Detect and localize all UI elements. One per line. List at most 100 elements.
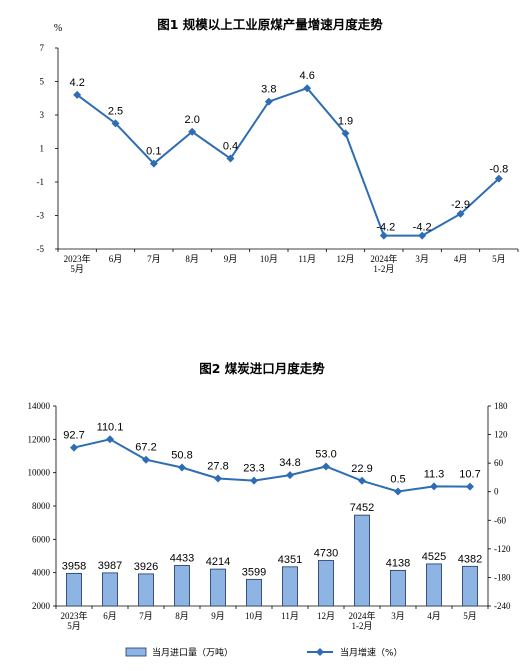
chart-2-growth-label: 10.7 — [459, 469, 480, 481]
chart-1-y-tick-label: 5 — [40, 77, 45, 87]
chart-1-y-tick-label: 7 — [40, 43, 45, 53]
chart-2-growth-point — [178, 463, 186, 472]
chart-1-y-tick-label: -5 — [37, 244, 45, 254]
chart-2-growth-label: 50.8 — [171, 450, 192, 462]
legend-bar-swatch — [125, 647, 147, 657]
chart-2-growth-point — [466, 482, 474, 491]
chart-2-bar-label: 4138 — [386, 557, 410, 569]
chart-1-x-tick-label: 1-2月 — [373, 264, 394, 274]
chart-2-growth-label: 22.9 — [351, 463, 372, 475]
chart-1-title: 图1 规模以上工业原煤产量增速月度走势 — [157, 17, 383, 32]
legend-bar-label: 当月进口量（万吨） — [152, 647, 233, 659]
chart-1-x-tick-label: 9月 — [224, 254, 238, 264]
chart-2-left-tick-label: 12000 — [28, 434, 51, 444]
chart-1: 图1 规模以上工业原煤产量增速月度走势 % 7531-1-3-52023年5月6… — [37, 17, 519, 274]
chart-1-x-tick-label: 3月 — [415, 254, 429, 264]
chart-2-right-tick-label: -120 — [494, 544, 511, 554]
chart-2-bar — [282, 566, 298, 607]
chart-2-left-tick-label: 14000 — [28, 401, 51, 411]
chart-2-bar-label: 4433 — [170, 552, 194, 564]
chart-2-growth-point — [70, 443, 78, 452]
chart-2-x-tick-label: 10月 — [245, 611, 263, 621]
chart-2-growth-point — [214, 474, 222, 483]
chart-1-data-point — [303, 84, 312, 93]
legend-line-label: 当月增速（%） — [340, 647, 403, 659]
chart-2-bar — [210, 568, 226, 607]
chart-1-x-tick-label: 7月 — [147, 254, 161, 264]
chart-2-growth-label: 27.8 — [207, 460, 228, 472]
chart-2-bar-label: 3599 — [242, 566, 266, 578]
chart-2-bar-label: 4730 — [314, 548, 338, 560]
chart-1-data-label: -2.9 — [451, 199, 470, 211]
chart-2-bar-label: 3987 — [98, 560, 122, 572]
chart-1-x-tick-label: 10月 — [260, 254, 278, 264]
chart-2-bar — [390, 569, 406, 607]
chart-2-growth-label: 67.2 — [135, 442, 156, 454]
chart-2-bar — [426, 563, 442, 607]
chart-1-x-tick-label: 2023年 — [64, 253, 91, 264]
chart-1-y-tick-label: 3 — [40, 110, 45, 120]
chart-2-right-tick-label: 60 — [494, 458, 504, 468]
chart-1-x-tick-label: 6月 — [109, 254, 123, 264]
chart-2-growth-label: 11.3 — [424, 468, 445, 480]
chart-2-bar-label: 4382 — [458, 553, 482, 565]
chart-2: 图2 煤炭进口月度走势 14000 12000 10000 8000 6000 4000 2… — [28, 361, 511, 659]
chart-2-bar-label: 4351 — [278, 554, 302, 566]
chart-1-data-point — [73, 90, 82, 99]
chart-1-data-label: -4.2 — [376, 222, 395, 234]
chart-2-x-tick-label: 11月 — [281, 611, 299, 621]
chart-2-growth-label: 110.1 — [97, 421, 124, 433]
chart-1-y-tick-label: 1 — [40, 144, 45, 154]
chart-2-growth-point — [358, 476, 366, 485]
legend-line-marker — [316, 648, 324, 656]
chart-1-data-label: 1.9 — [338, 115, 353, 127]
chart-1-y-tick-label: -1 — [37, 177, 45, 187]
chart-2-growth-label: 53.0 — [315, 448, 336, 460]
chart-2-bar — [318, 560, 334, 607]
chart-2-left-tick-label: 10000 — [28, 468, 51, 478]
chart-1-x-tick-label: 5月 — [70, 264, 84, 274]
chart-2-right-tick-label: 120 — [494, 430, 508, 440]
chart-2-growth-label: 0.5 — [390, 473, 405, 485]
chart-2-right-tick-label: -240 — [494, 601, 511, 611]
chart-2-bar — [354, 514, 370, 607]
chart-2-right-tick-label: -180 — [494, 572, 511, 582]
chart-2-growth-label: 92.7 — [63, 430, 84, 442]
chart-2-x-tick-label: 2023年 — [60, 610, 87, 621]
chart-2-x-tick-label: 1-2月 — [352, 621, 373, 631]
chart-1-x-tick-label: 4月 — [454, 254, 468, 264]
chart-1-data-point — [188, 127, 197, 136]
chart-2-right-tick-label: 0 — [494, 487, 499, 497]
chart-1-data-label: 2.0 — [185, 114, 200, 126]
chart-1-x-tick-label: 5月 — [492, 254, 506, 264]
chart-2-left-tick-label: 6000 — [32, 534, 51, 544]
chart-2-growth-point — [322, 462, 330, 471]
chart-2-x-tick-label: 2024年 — [348, 610, 375, 621]
chart-1-data-point — [149, 159, 158, 168]
chart-1-data-label: 4.6 — [300, 70, 315, 82]
chart-1-data-label: 3.8 — [261, 84, 276, 96]
chart-1-data-point — [456, 209, 465, 218]
chart-1-y-unit: % — [54, 23, 62, 34]
chart-2-bar-label: 3958 — [62, 560, 86, 572]
chart-1-data-label: 4.2 — [70, 77, 85, 89]
chart-1-data-point — [111, 119, 120, 128]
chart-2-left-tick-label: 8000 — [32, 501, 51, 511]
chart-2-left-tick-label: 2000 — [32, 601, 51, 611]
chart-2-title: 图2 煤炭进口月度走势 — [199, 361, 325, 376]
chart-1-data-point — [418, 231, 427, 240]
chart-2-bar-label: 3926 — [134, 561, 158, 573]
chart-1-x-tick-label: 8月 — [185, 254, 199, 264]
chart-2-right-tick-label: 180 — [494, 401, 508, 411]
chart-2-x-tick-label: 4月 — [427, 611, 441, 621]
chart-2-bar-label: 7452 — [350, 502, 374, 514]
chart-2-bar-label: 4525 — [422, 551, 446, 563]
chart-1-data-point — [226, 154, 235, 163]
chart-2-bar — [174, 565, 190, 607]
chart-1-data-label: -0.8 — [489, 164, 508, 176]
chart-2-growth-line — [73, 438, 471, 493]
chart-2-bar — [462, 565, 478, 607]
chart-2-x-tick-label: 5月 — [463, 611, 477, 621]
chart-2-growth-label: 23.3 — [243, 463, 264, 475]
